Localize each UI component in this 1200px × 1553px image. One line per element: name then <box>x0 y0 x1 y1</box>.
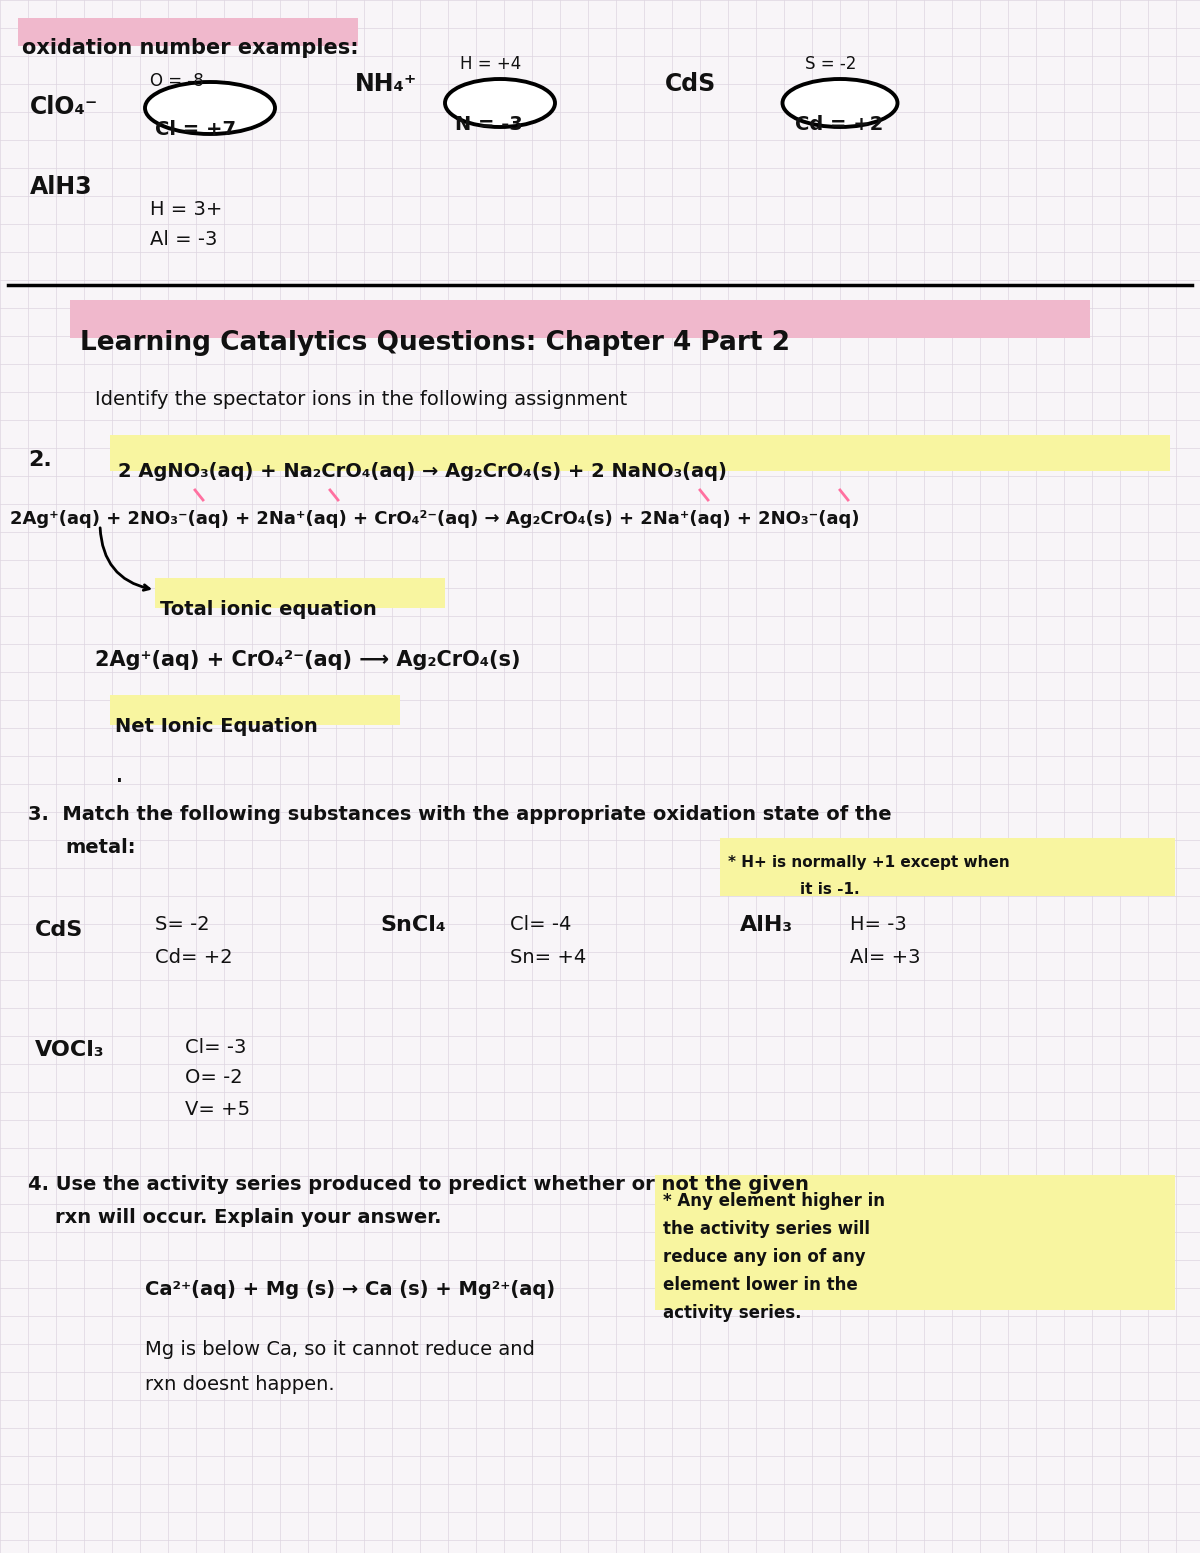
Text: Al= +3: Al= +3 <box>850 947 920 968</box>
Text: 2Ag⁺(aq) + CrO₄²⁻(aq) ⟶ Ag₂CrO₄(s): 2Ag⁺(aq) + CrO₄²⁻(aq) ⟶ Ag₂CrO₄(s) <box>95 651 521 669</box>
Text: .: . <box>115 759 124 787</box>
Text: Learning Catalytics Questions: Chapter 4 Part 2: Learning Catalytics Questions: Chapter 4… <box>80 329 790 356</box>
Text: N = -3: N = -3 <box>455 115 523 134</box>
Text: VOCl₃: VOCl₃ <box>35 1041 104 1061</box>
Text: H = 3+: H = 3+ <box>150 200 222 219</box>
Text: S = -2: S = -2 <box>805 54 857 73</box>
FancyBboxPatch shape <box>18 19 358 47</box>
Text: element lower in the: element lower in the <box>662 1277 858 1294</box>
Text: AlH₃: AlH₃ <box>740 915 793 935</box>
Text: Cd = +2: Cd = +2 <box>796 115 883 134</box>
FancyBboxPatch shape <box>655 1176 1175 1311</box>
Text: V= +5: V= +5 <box>185 1100 250 1120</box>
Text: H = +4: H = +4 <box>460 54 521 73</box>
FancyBboxPatch shape <box>110 435 1170 471</box>
Text: CdS: CdS <box>35 919 83 940</box>
Text: Sn= +4: Sn= +4 <box>510 947 587 968</box>
Text: metal:: metal: <box>65 839 136 857</box>
Ellipse shape <box>145 82 275 134</box>
Ellipse shape <box>782 79 898 127</box>
Text: Cl= -3: Cl= -3 <box>185 1037 246 1058</box>
Text: SnCl₄: SnCl₄ <box>380 915 445 935</box>
Text: rxn will occur. Explain your answer.: rxn will occur. Explain your answer. <box>55 1208 442 1227</box>
Text: * Any element higher in: * Any element higher in <box>662 1193 886 1210</box>
Text: Ca²⁺(aq) + Mg (s) → Ca (s) + Mg²⁺(aq): Ca²⁺(aq) + Mg (s) → Ca (s) + Mg²⁺(aq) <box>145 1280 556 1298</box>
Text: Total ionic equation: Total ionic equation <box>160 599 377 620</box>
Text: O = -8: O = -8 <box>150 71 204 90</box>
Text: S= -2: S= -2 <box>155 915 210 933</box>
Text: reduce any ion of any: reduce any ion of any <box>662 1249 865 1266</box>
FancyBboxPatch shape <box>110 696 400 725</box>
Text: NH₄⁺: NH₄⁺ <box>355 71 418 96</box>
Text: Net Ionic Equation: Net Ionic Equation <box>115 717 318 736</box>
Ellipse shape <box>445 79 554 127</box>
Text: Al = -3: Al = -3 <box>150 230 217 248</box>
Text: 3.  Match the following substances with the appropriate oxidation state of the: 3. Match the following substances with t… <box>28 804 892 825</box>
Text: 4. Use the activity series produced to predict whether or not the given: 4. Use the activity series produced to p… <box>28 1176 809 1194</box>
Text: ClO₄⁻: ClO₄⁻ <box>30 95 98 120</box>
Text: Identify the spectator ions in the following assignment: Identify the spectator ions in the follo… <box>95 390 628 408</box>
Text: * H+ is normally +1 except when: * H+ is normally +1 except when <box>728 856 1009 870</box>
Text: O= -2: O= -2 <box>185 1068 242 1087</box>
Text: CdS: CdS <box>665 71 716 96</box>
Text: AlH3: AlH3 <box>30 175 92 199</box>
Text: oxidation number examples:: oxidation number examples: <box>22 37 359 57</box>
Text: Cd= +2: Cd= +2 <box>155 947 233 968</box>
Text: Mg is below Ca, so it cannot reduce and: Mg is below Ca, so it cannot reduce and <box>145 1340 535 1359</box>
Text: H= -3: H= -3 <box>850 915 907 933</box>
FancyBboxPatch shape <box>720 839 1175 896</box>
Text: it is -1.: it is -1. <box>800 882 859 898</box>
Text: 2Ag⁺(aq) + 2NO₃⁻(aq) + 2Na⁺(aq) + CrO₄²⁻(aq) → Ag₂CrO₄(s) + 2Na⁺(aq) + 2NO₃⁻(aq): 2Ag⁺(aq) + 2NO₃⁻(aq) + 2Na⁺(aq) + CrO₄²⁻… <box>10 509 859 528</box>
Text: rxn doesnt happen.: rxn doesnt happen. <box>145 1374 335 1395</box>
FancyBboxPatch shape <box>70 300 1090 339</box>
Text: Cl = +7: Cl = +7 <box>155 120 236 140</box>
Text: the activity series will: the activity series will <box>662 1221 870 1238</box>
FancyBboxPatch shape <box>155 578 445 609</box>
Text: activity series.: activity series. <box>662 1305 802 1322</box>
Text: Cl= -4: Cl= -4 <box>510 915 571 933</box>
Text: 2.: 2. <box>28 450 52 471</box>
Text: 2 AgNO₃(aq) + Na₂CrO₄(aq) → Ag₂CrO₄(s) + 2 NaNO₃(aq): 2 AgNO₃(aq) + Na₂CrO₄(aq) → Ag₂CrO₄(s) +… <box>118 461 727 481</box>
